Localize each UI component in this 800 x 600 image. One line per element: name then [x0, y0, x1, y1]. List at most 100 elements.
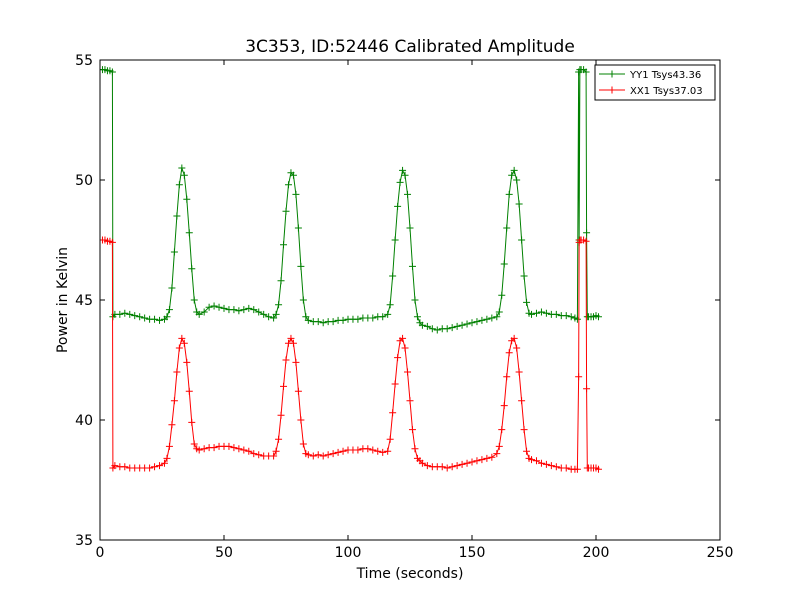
data-point-yy1	[483, 315, 491, 323]
data-point-yy1	[319, 319, 327, 327]
data-point-xx1	[528, 456, 536, 464]
data-point-xx1	[277, 411, 285, 419]
data-point-xx1	[200, 445, 208, 453]
data-point-xx1	[334, 448, 342, 456]
data-point-yy1	[156, 316, 164, 324]
data-point-xx1	[195, 446, 203, 454]
data-point-yy1	[379, 313, 387, 321]
data-point-xx1	[160, 459, 168, 467]
data-point-yy1	[173, 212, 181, 220]
legend-plus-marker	[608, 86, 616, 94]
data-point-xx1	[423, 462, 431, 470]
data-point-xx1	[168, 421, 176, 429]
data-point-xx1	[146, 464, 154, 472]
data-point-yy1	[289, 171, 297, 179]
data-point-xx1	[329, 450, 337, 458]
data-point-xx1	[503, 373, 511, 381]
data-point-yy1	[175, 181, 183, 189]
data-point-yy1	[314, 318, 322, 326]
data-point-xx1	[270, 452, 278, 460]
data-point-xx1	[287, 334, 295, 342]
data-point-xx1	[190, 440, 198, 448]
data-point-yy1	[418, 321, 426, 329]
data-point-xx1	[185, 387, 193, 395]
data-point-xx1	[518, 397, 526, 405]
data-point-xx1	[505, 349, 513, 357]
data-point-yy1	[394, 202, 402, 210]
data-point-xx1	[339, 447, 347, 455]
data-point-xx1	[156, 462, 164, 470]
data-point-xx1	[399, 334, 407, 342]
data-point-xx1	[108, 238, 116, 246]
series-yy1	[100, 66, 602, 334]
data-point-yy1	[369, 314, 377, 322]
data-point-yy1	[518, 236, 526, 244]
data-point-xx1	[488, 453, 496, 461]
data-point-yy1	[220, 304, 228, 312]
data-point-yy1	[523, 298, 531, 306]
data-point-yy1	[277, 277, 285, 285]
data-point-yy1	[255, 308, 263, 316]
data-point-yy1	[386, 301, 394, 309]
data-point-yy1	[210, 302, 218, 310]
data-point-yy1	[170, 248, 178, 256]
data-point-xx1	[280, 382, 288, 390]
y-tick-label: 40	[75, 413, 93, 429]
y-axis-label: Power in Kelvin	[55, 247, 71, 353]
data-point-yy1	[573, 315, 581, 323]
y-tick-label: 50	[75, 173, 93, 189]
data-point-yy1	[411, 296, 419, 304]
data-point-xx1	[294, 387, 302, 395]
data-point-xx1	[583, 385, 591, 393]
x-tick-label: 100	[335, 545, 362, 561]
data-point-yy1	[542, 309, 550, 317]
data-point-xx1	[523, 447, 531, 455]
data-point-xx1	[463, 459, 471, 467]
data-point-xx1	[299, 440, 307, 448]
data-point-xx1	[250, 450, 258, 458]
data-point-xx1	[121, 463, 129, 471]
data-point-yy1	[116, 310, 124, 318]
data-point-yy1	[408, 262, 416, 270]
data-point-yy1	[453, 322, 461, 330]
data-point-yy1	[510, 166, 518, 174]
legend-label-yy1: YY1 Tsys43.36	[629, 70, 701, 81]
data-point-yy1	[478, 316, 486, 324]
data-point-xx1	[111, 462, 119, 470]
data-point-xx1	[364, 445, 372, 453]
data-point-yy1	[505, 190, 513, 198]
y-tick-label: 55	[75, 53, 93, 69]
legend-label-xx1: XX1 Tsys37.03	[630, 86, 703, 97]
data-point-yy1	[582, 68, 590, 76]
data-point-xx1	[379, 448, 387, 456]
data-point-yy1	[493, 313, 501, 321]
data-point-xx1	[175, 344, 183, 352]
data-point-yy1	[413, 313, 421, 321]
data-point-xx1	[542, 460, 550, 468]
data-point-yy1	[498, 291, 506, 299]
x-tick-label: 250	[707, 545, 734, 561]
data-point-xx1	[532, 457, 540, 465]
data-point-xx1	[384, 447, 392, 455]
data-point-xx1	[443, 464, 451, 472]
data-point-yy1	[180, 171, 188, 179]
data-point-yy1	[515, 200, 523, 208]
data-point-xx1	[275, 435, 283, 443]
data-point-yy1	[488, 314, 496, 322]
data-point-xx1	[552, 463, 560, 471]
data-point-xx1	[401, 344, 409, 352]
data-point-yy1	[121, 309, 129, 317]
legend-box	[594, 64, 716, 101]
data-point-yy1	[567, 313, 575, 321]
data-point-xx1	[493, 450, 501, 458]
data-point-xx1	[240, 446, 248, 454]
data-point-xx1	[394, 354, 402, 362]
data-point-xx1	[309, 452, 317, 460]
data-point-yy1	[126, 310, 134, 318]
data-point-yy1	[463, 320, 471, 328]
data-point-yy1	[235, 307, 243, 315]
data-point-xx1	[594, 465, 602, 473]
data-point-xx1	[510, 334, 518, 342]
data-point-yy1	[260, 310, 268, 318]
legend: YY1 Tsys43.36 XX1 Tsys37.03	[594, 64, 716, 101]
